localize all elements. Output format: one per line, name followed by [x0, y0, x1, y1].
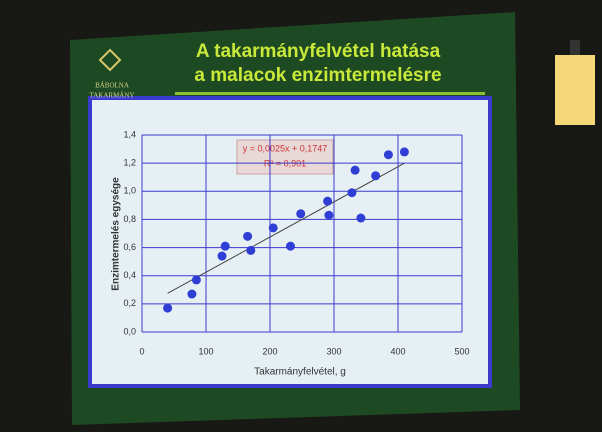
- x-tick-label: 400: [390, 346, 405, 356]
- point: [324, 211, 333, 220]
- point: [400, 147, 409, 156]
- page: BÁBOLNA TAKARMÁNY A takarmányfelvétel ha…: [0, 0, 602, 432]
- lamp-top: [570, 40, 580, 55]
- point: [351, 166, 360, 175]
- y-tick-label: 0,0: [123, 326, 136, 336]
- logo: TAKARMÁNY: [90, 92, 135, 100]
- lamp: [555, 55, 595, 125]
- x-tick-label: 500: [454, 346, 469, 356]
- point: [286, 242, 295, 251]
- point: [243, 232, 252, 241]
- x-axis-label: Takarmányfelvétel, g: [254, 367, 346, 378]
- logo: BÁBOLNA: [95, 82, 129, 90]
- point: [323, 197, 332, 206]
- point: [221, 242, 230, 251]
- point: [163, 304, 172, 313]
- point: [347, 188, 356, 197]
- y-tick-label: 1,2: [123, 158, 136, 168]
- x-tick-label: 200: [262, 346, 277, 356]
- y-tick-label: 1,4: [123, 129, 136, 139]
- y-tick-label: 0,4: [123, 270, 136, 280]
- y-tick-label: 0,2: [123, 298, 136, 308]
- point: [187, 290, 196, 299]
- point: [371, 171, 380, 180]
- x-tick-label: 100: [198, 346, 213, 356]
- x-tick-label: 300: [326, 346, 341, 356]
- x-tick-label: 0: [139, 346, 144, 356]
- point: [269, 223, 278, 232]
- chart-title: A takarmányfelvétel hatása: [196, 41, 441, 62]
- chart-title: a malacok enzimtermelésre: [194, 65, 441, 86]
- y-tick-label: 0,6: [123, 242, 136, 252]
- point: [218, 252, 227, 261]
- point: [192, 275, 201, 284]
- y-tick-label: 0,8: [123, 214, 136, 224]
- annotation: y = 0,0025x + 0,1747: [243, 143, 328, 153]
- photo: BÁBOLNA TAKARMÁNY A takarmányfelvétel ha…: [0, 0, 602, 432]
- y-tick-label: 1,0: [123, 186, 136, 196]
- point: [356, 214, 365, 223]
- point: [384, 150, 393, 159]
- point: [246, 246, 255, 255]
- point: [296, 209, 305, 218]
- y-axis-label: Enzimtermelés egysége: [111, 177, 122, 291]
- rule: [175, 92, 485, 95]
